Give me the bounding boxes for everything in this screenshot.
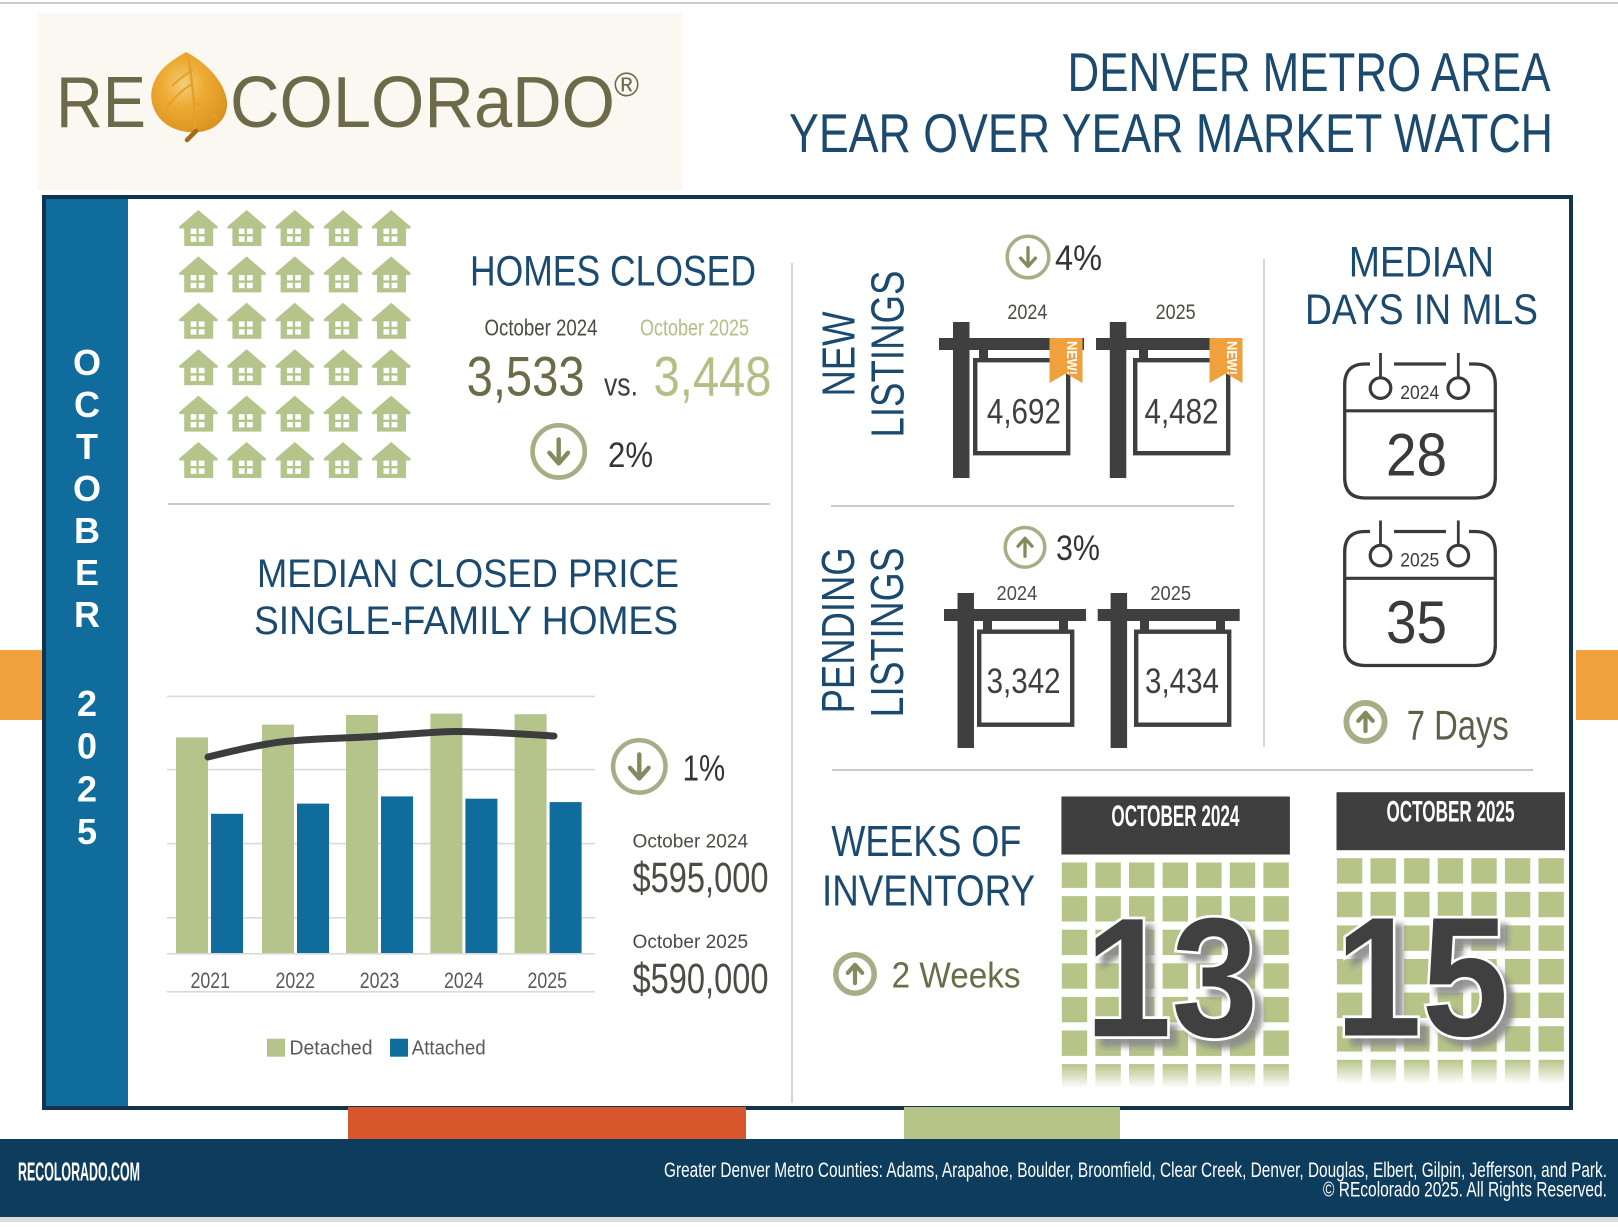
- svg-text:2%: 2%: [608, 435, 653, 475]
- svg-text:OCTOBER 2024: OCTOBER 2024: [1111, 800, 1239, 833]
- svg-text:3,434: 3,434: [1145, 662, 1219, 701]
- svg-text:O: O: [73, 468, 101, 509]
- svg-text:HOMES CLOSED: HOMES CLOSED: [470, 248, 756, 296]
- svg-text:$595,000: $595,000: [633, 854, 769, 902]
- svg-text:13: 13: [1085, 883, 1258, 1073]
- svg-text:4,482: 4,482: [1145, 393, 1219, 432]
- svg-text:$590,000: $590,000: [633, 955, 769, 1003]
- svg-text:LISTINGS: LISTINGS: [861, 547, 913, 717]
- svg-text:OCTOBER 2025: OCTOBER 2025: [1387, 796, 1515, 829]
- svg-text:2025: 2025: [528, 968, 568, 993]
- svg-text:2025: 2025: [1400, 551, 1439, 572]
- svg-text:1%: 1%: [683, 747, 726, 788]
- svg-text:LISTINGS: LISTINGS: [862, 271, 914, 438]
- svg-text:YEAR OVER YEAR MARKET WATCH: YEAR OVER YEAR MARKET WATCH: [789, 102, 1553, 164]
- svg-text:DENVER METRO AREA: DENVER METRO AREA: [1068, 41, 1551, 103]
- svg-text:SINGLE-FAMILY HOMES: SINGLE-FAMILY HOMES: [254, 599, 678, 643]
- svg-text:RECOLORADO.COM: RECOLORADO.COM: [18, 1157, 140, 1187]
- svg-text:October 2024: October 2024: [485, 315, 598, 341]
- svg-text:15: 15: [1335, 883, 1508, 1073]
- svg-text:2: 2: [77, 768, 97, 809]
- svg-text:DAYS IN MLS: DAYS IN MLS: [1305, 286, 1538, 334]
- svg-text:T: T: [76, 426, 98, 467]
- svg-text:3,533: 3,533: [467, 345, 585, 408]
- svg-text:2024: 2024: [444, 968, 484, 993]
- svg-text:®: ®: [614, 66, 639, 104]
- svg-text:2025: 2025: [1156, 300, 1196, 324]
- svg-text:E: E: [75, 552, 99, 593]
- svg-text:2024: 2024: [997, 583, 1038, 605]
- svg-text:4%: 4%: [1055, 239, 1102, 278]
- svg-text:Detached: Detached: [290, 1038, 373, 1060]
- svg-text:MEDIAN CLOSED PRICE: MEDIAN CLOSED PRICE: [257, 552, 679, 596]
- svg-text:2021: 2021: [191, 968, 231, 993]
- svg-text:C: C: [74, 384, 100, 425]
- svg-text:COLORaDO: COLORaDO: [230, 63, 615, 143]
- svg-text:MEDIAN: MEDIAN: [1349, 239, 1494, 287]
- svg-text:vs.: vs.: [604, 367, 638, 403]
- svg-text:October 2025: October 2025: [640, 315, 749, 341]
- svg-text:0: 0: [77, 726, 97, 767]
- svg-text:RE: RE: [56, 63, 146, 143]
- svg-text:Greater Denver Metro Counties:: Greater Denver Metro Counties: Adams, Ar…: [664, 1159, 1607, 1182]
- svg-text:October 2024: October 2024: [633, 831, 749, 852]
- svg-text:3,448: 3,448: [654, 345, 772, 408]
- svg-text:NEW!: NEW!: [1223, 341, 1240, 375]
- svg-text:4,692: 4,692: [987, 393, 1061, 432]
- svg-text:NEW: NEW: [813, 311, 865, 396]
- svg-text:© REcolorado 2025. All Rights: © REcolorado 2025. All Rights Reserved.: [1323, 1179, 1607, 1202]
- svg-text:2024: 2024: [1007, 300, 1047, 324]
- svg-text:Attached: Attached: [412, 1038, 486, 1060]
- svg-text:3%: 3%: [1056, 529, 1100, 568]
- svg-text:2024: 2024: [1400, 383, 1439, 404]
- svg-text:2025: 2025: [1150, 583, 1191, 605]
- svg-text:2: 2: [77, 683, 97, 724]
- svg-text:R: R: [74, 594, 100, 635]
- svg-text:7 Days: 7 Days: [1407, 701, 1509, 748]
- svg-text:PENDING: PENDING: [812, 547, 864, 713]
- svg-text:O: O: [73, 342, 101, 383]
- svg-text:2 Weeks: 2 Weeks: [892, 954, 1021, 995]
- svg-text:35: 35: [1386, 589, 1447, 656]
- svg-text:WEEKS OF: WEEKS OF: [831, 817, 1021, 866]
- svg-text:2022: 2022: [276, 968, 316, 993]
- svg-text:2023: 2023: [360, 968, 400, 993]
- svg-text:INVENTORY: INVENTORY: [822, 868, 1035, 916]
- svg-text:28: 28: [1386, 422, 1447, 489]
- svg-text:5: 5: [77, 811, 97, 852]
- svg-text:October 2025: October 2025: [633, 932, 749, 953]
- svg-text:B: B: [74, 510, 100, 551]
- svg-text:NEW!: NEW!: [1063, 341, 1080, 375]
- svg-text:3,342: 3,342: [987, 662, 1061, 701]
